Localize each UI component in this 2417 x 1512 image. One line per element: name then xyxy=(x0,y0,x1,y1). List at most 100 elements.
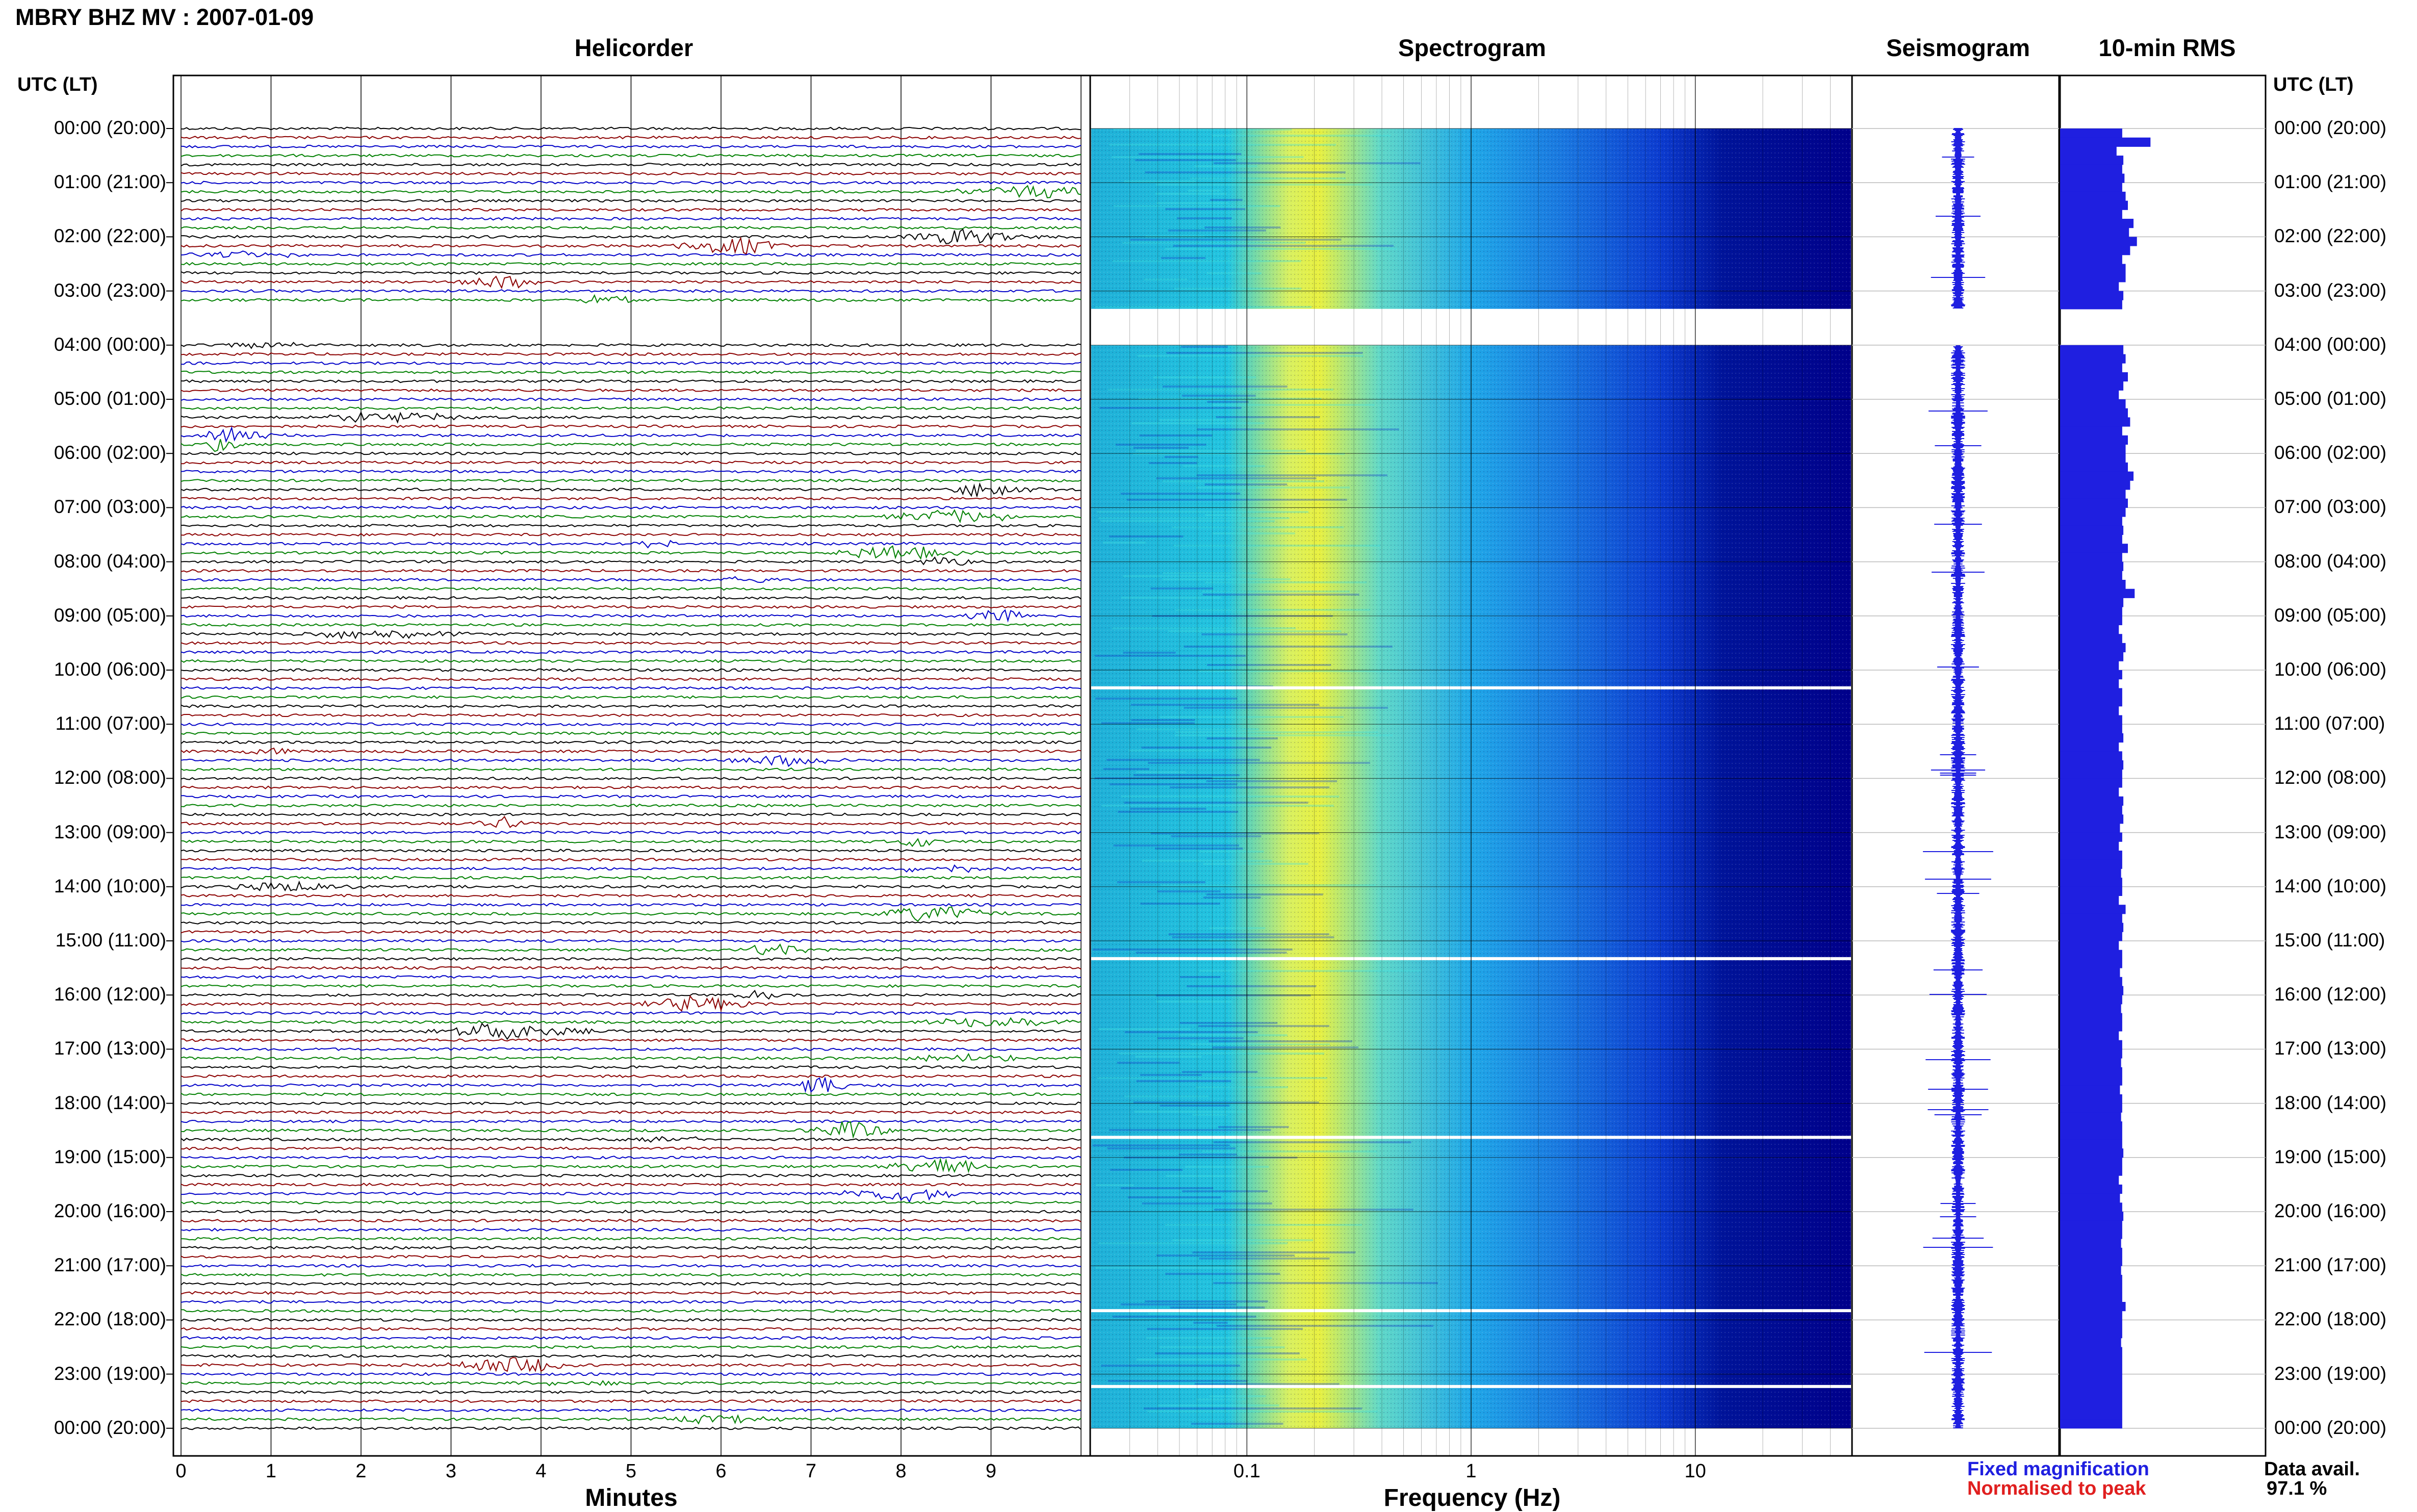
helicorder-trace xyxy=(181,1119,1082,1123)
helicorder-trace xyxy=(181,957,1082,961)
rms-bar xyxy=(2060,1103,2122,1113)
helicorder-trace xyxy=(181,478,1082,482)
helicorder-trace xyxy=(181,1053,1082,1062)
rms-bar xyxy=(2060,1311,2122,1320)
rms-bar xyxy=(2060,399,2126,409)
hour-label-left: 19:00 (15:00) xyxy=(54,1146,166,1167)
rms-bar xyxy=(2060,1419,2122,1429)
helicorder-trace xyxy=(181,136,1082,140)
rms-bar xyxy=(2060,760,2124,770)
rms-bar xyxy=(2060,219,2134,228)
helicorder-trace xyxy=(181,1237,1082,1241)
rms-bar xyxy=(2060,183,2122,192)
rms-bar xyxy=(2060,227,2129,237)
rms-bar xyxy=(2060,1013,2122,1022)
helicorder-trace xyxy=(181,650,1082,654)
rms-bar xyxy=(2060,796,2124,806)
rms-bar xyxy=(2060,191,2126,201)
rms-bar xyxy=(2060,507,2126,517)
rms-bar xyxy=(2060,1410,2122,1420)
helicorder-trace xyxy=(181,596,1082,600)
helicorder-trace xyxy=(181,171,1082,176)
rms-bar xyxy=(2060,525,2124,535)
data-availability-value: 97.1 % xyxy=(2267,1478,2327,1499)
rms-bar xyxy=(2060,237,2137,246)
helicorder-trace xyxy=(181,722,1082,726)
rms-bar xyxy=(2060,977,2122,986)
rms-bar xyxy=(2060,480,2130,490)
rms-bar xyxy=(2060,281,2119,292)
rms-bar xyxy=(2060,1049,2122,1059)
hour-label-right: 20:00 (16:00) xyxy=(2274,1200,2387,1221)
rms-bar xyxy=(2060,1166,2122,1176)
hour-label-right: 00:00 (20:00) xyxy=(2274,1417,2387,1438)
helicorder-trace xyxy=(181,289,1082,293)
rms-bar xyxy=(2060,408,2128,418)
rms-bar xyxy=(2060,932,2122,941)
hour-label-left: 03:00 (23:00) xyxy=(54,279,166,301)
rms-bar xyxy=(2060,1175,2119,1185)
rms-bar xyxy=(2060,173,2125,183)
rms-panel xyxy=(2059,74,2267,1457)
hour-label-right: 15:00 (11:00) xyxy=(2274,930,2385,951)
rms-bar xyxy=(2060,498,2128,508)
helicorder-trace xyxy=(181,370,1082,374)
frequency-tick-label: 0.1 xyxy=(1233,1460,1261,1482)
rms-bar xyxy=(2060,1193,2120,1203)
rms-bar xyxy=(2060,616,2122,625)
helicorder-trace xyxy=(181,630,1082,640)
helicorder-trace xyxy=(181,497,1082,501)
rms-bar xyxy=(2060,1148,2124,1158)
frequency-axis-title: Frequency (Hz) xyxy=(1383,1484,1561,1511)
helicorder-trace xyxy=(181,1011,1082,1015)
minute-tick-label: 7 xyxy=(805,1460,817,1482)
rms-bar xyxy=(2060,598,2124,607)
rms-bar xyxy=(2060,1112,2121,1122)
helicorder-trace xyxy=(181,1336,1082,1340)
helicorder-trace xyxy=(181,426,1082,443)
helicorder-trace xyxy=(181,556,1082,566)
rms-bar xyxy=(2060,363,2122,373)
rms-bar xyxy=(2060,1239,2121,1248)
rms-bar xyxy=(2060,778,2122,788)
helicorder-trace xyxy=(181,1017,1082,1028)
rms-bar xyxy=(2060,697,2122,707)
rms-bar xyxy=(2060,1229,2122,1239)
helicorder-trace xyxy=(181,858,1082,862)
legend-fixed-magnification: Fixed magnification xyxy=(1967,1458,2149,1480)
rms-bar xyxy=(2060,588,2135,598)
helicorder-trace xyxy=(181,880,1082,892)
rms-bar xyxy=(2060,1329,2122,1339)
rms-bar xyxy=(2060,1067,2122,1077)
rms-bar xyxy=(2060,490,2126,499)
helicorder-trace xyxy=(181,1282,1082,1286)
helicorder-trace xyxy=(181,989,1082,1000)
helicorder-trace xyxy=(181,1227,1082,1232)
helicorder-trace xyxy=(181,785,1082,789)
rms-bar xyxy=(2060,1338,2121,1347)
rms-bar xyxy=(2060,544,2128,553)
rms-bar xyxy=(2060,137,2151,147)
helicorder-trace xyxy=(181,713,1082,717)
rms-bar xyxy=(2060,164,2122,174)
time-axis-header-left: UTC (LT) xyxy=(17,74,98,95)
helicorder-trace xyxy=(181,208,1082,212)
helicorder-trace xyxy=(181,1173,1082,1177)
rms-bar xyxy=(2060,607,2122,617)
hour-label-left: 04:00 (00:00) xyxy=(54,334,166,355)
helicorder-trace xyxy=(181,803,1082,808)
helicorder-trace xyxy=(181,1183,1082,1187)
hour-label-right: 12:00 (08:00) xyxy=(2274,767,2387,788)
helicorder-title: Helicorder xyxy=(574,34,693,61)
rms-bar xyxy=(2060,643,2126,653)
rms-bar xyxy=(2060,1284,2122,1293)
helicorder-trace xyxy=(181,1354,1082,1358)
rms-bar xyxy=(2060,805,2122,815)
rms-bar xyxy=(2060,733,2124,743)
helicorder-trace xyxy=(181,975,1082,979)
hour-label-right: 03:00 (23:00) xyxy=(2274,279,2387,301)
helicorder-trace xyxy=(181,126,1082,131)
rms-bar xyxy=(2060,950,2122,959)
legend-normalised-to-peak: Normalised to peak xyxy=(1967,1478,2146,1499)
hour-label-left: 06:00 (02:00) xyxy=(54,442,166,464)
